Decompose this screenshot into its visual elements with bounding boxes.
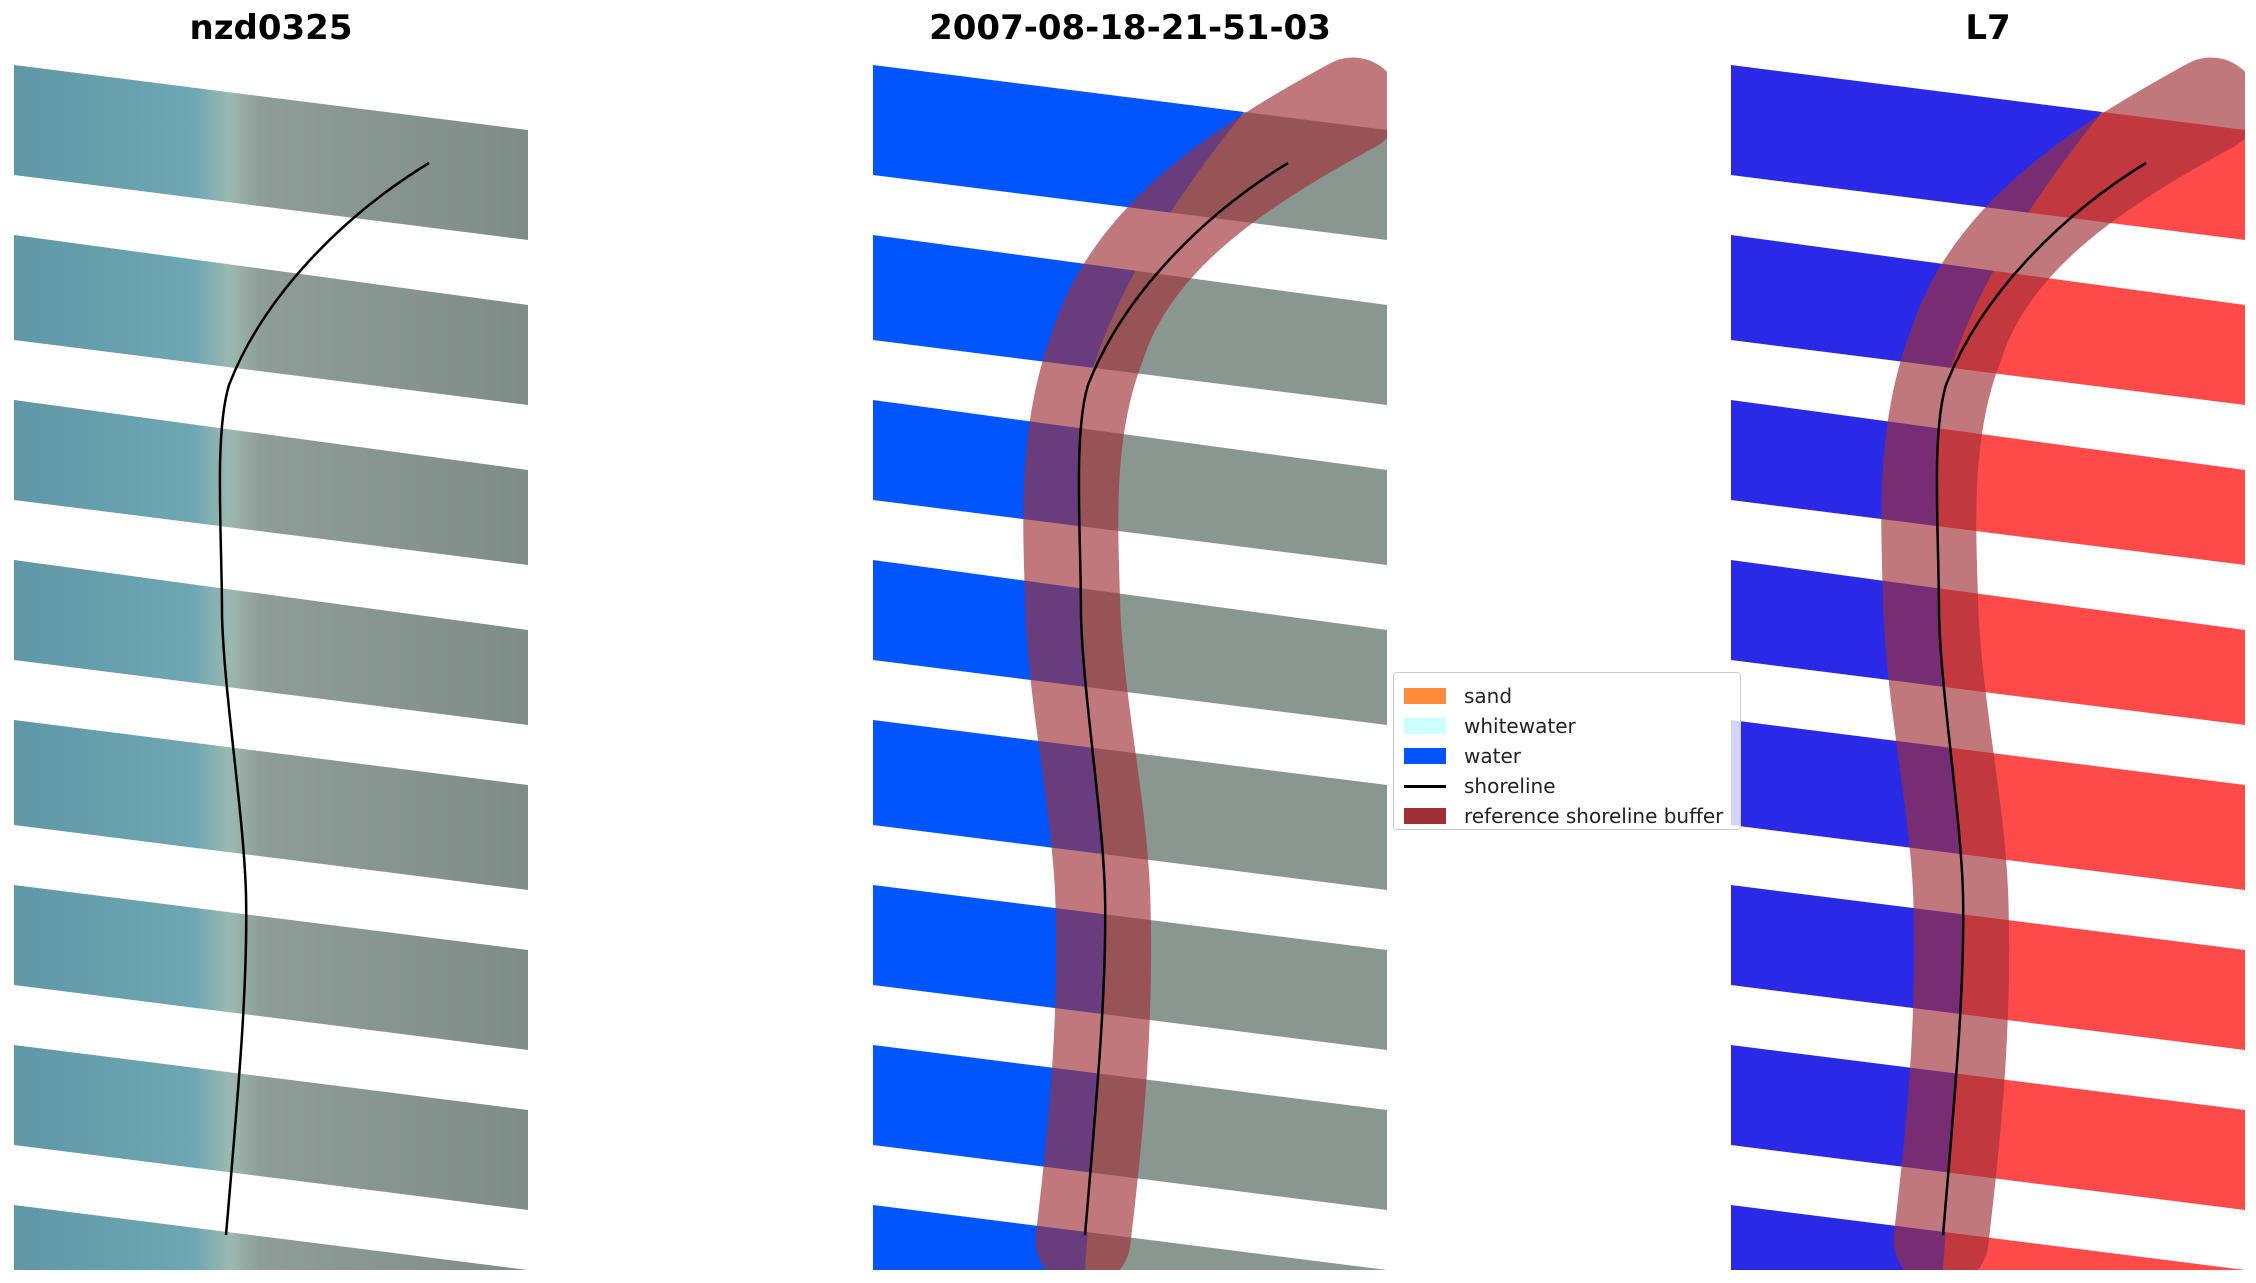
rgb-image-panel <box>14 55 528 1270</box>
panel-title-1: nzd0325 <box>189 8 353 48</box>
legend-label: whitewater <box>1464 714 1576 738</box>
legend-item-sand: sand <box>1404 681 1730 711</box>
legend-item-reference-shoreline-buffer: reference shoreline buffer <box>1404 801 1730 831</box>
panel-title-3: L7 <box>1965 8 2011 48</box>
legend-swatch-whitewater <box>1404 718 1446 734</box>
shoreline <box>1077 161 1289 1236</box>
panel-title-2: 2007-08-18-21-51-03 <box>929 8 1331 48</box>
legend-swatch-buffer <box>1404 808 1446 824</box>
legend-label: reference shoreline buffer <box>1464 804 1724 828</box>
legend-item-water: water <box>1404 741 1730 771</box>
classified-image-panel <box>873 55 1387 1270</box>
legend-label: sand <box>1464 684 1513 708</box>
legend-label: water <box>1464 744 1521 768</box>
scan-line-gaps <box>14 55 528 1270</box>
legend-item-whitewater: whitewater <box>1404 711 1730 741</box>
index-image-panel <box>1731 55 2245 1270</box>
legend: sand whitewater water shoreline referenc… <box>1393 672 1741 830</box>
shoreline <box>218 161 430 1236</box>
legend-label: shoreline <box>1464 774 1556 798</box>
legend-item-shoreline: shoreline <box>1404 771 1730 801</box>
legend-swatch-shoreline <box>1404 784 1446 788</box>
legend-swatch-water <box>1404 748 1446 764</box>
shoreline <box>1935 161 2147 1236</box>
legend-swatch-sand <box>1404 688 1446 704</box>
